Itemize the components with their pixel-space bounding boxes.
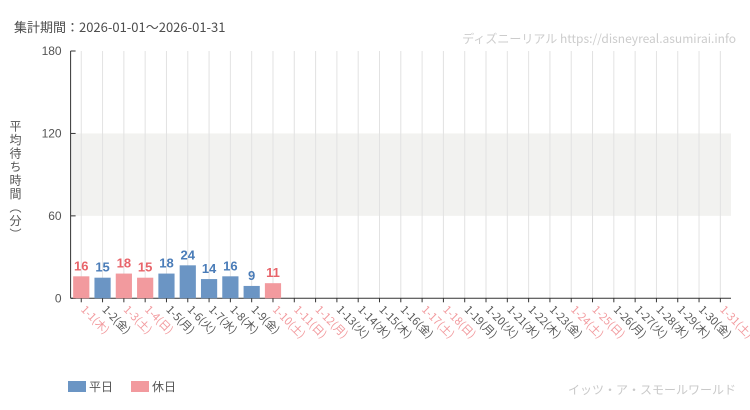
- svg-text:0: 0: [55, 291, 62, 305]
- svg-text:120: 120: [42, 126, 62, 140]
- svg-text:14: 14: [202, 261, 217, 276]
- svg-text:16: 16: [74, 258, 88, 273]
- svg-text:15: 15: [138, 260, 152, 275]
- svg-text:180: 180: [42, 44, 62, 58]
- svg-text:18: 18: [159, 256, 173, 271]
- svg-text:60: 60: [48, 209, 62, 223]
- svg-text:11: 11: [266, 265, 280, 280]
- svg-text:24: 24: [181, 247, 196, 262]
- svg-text:18: 18: [117, 256, 131, 271]
- svg-text:9: 9: [248, 268, 255, 283]
- svg-text:15: 15: [95, 260, 109, 275]
- svg-text:16: 16: [223, 258, 237, 273]
